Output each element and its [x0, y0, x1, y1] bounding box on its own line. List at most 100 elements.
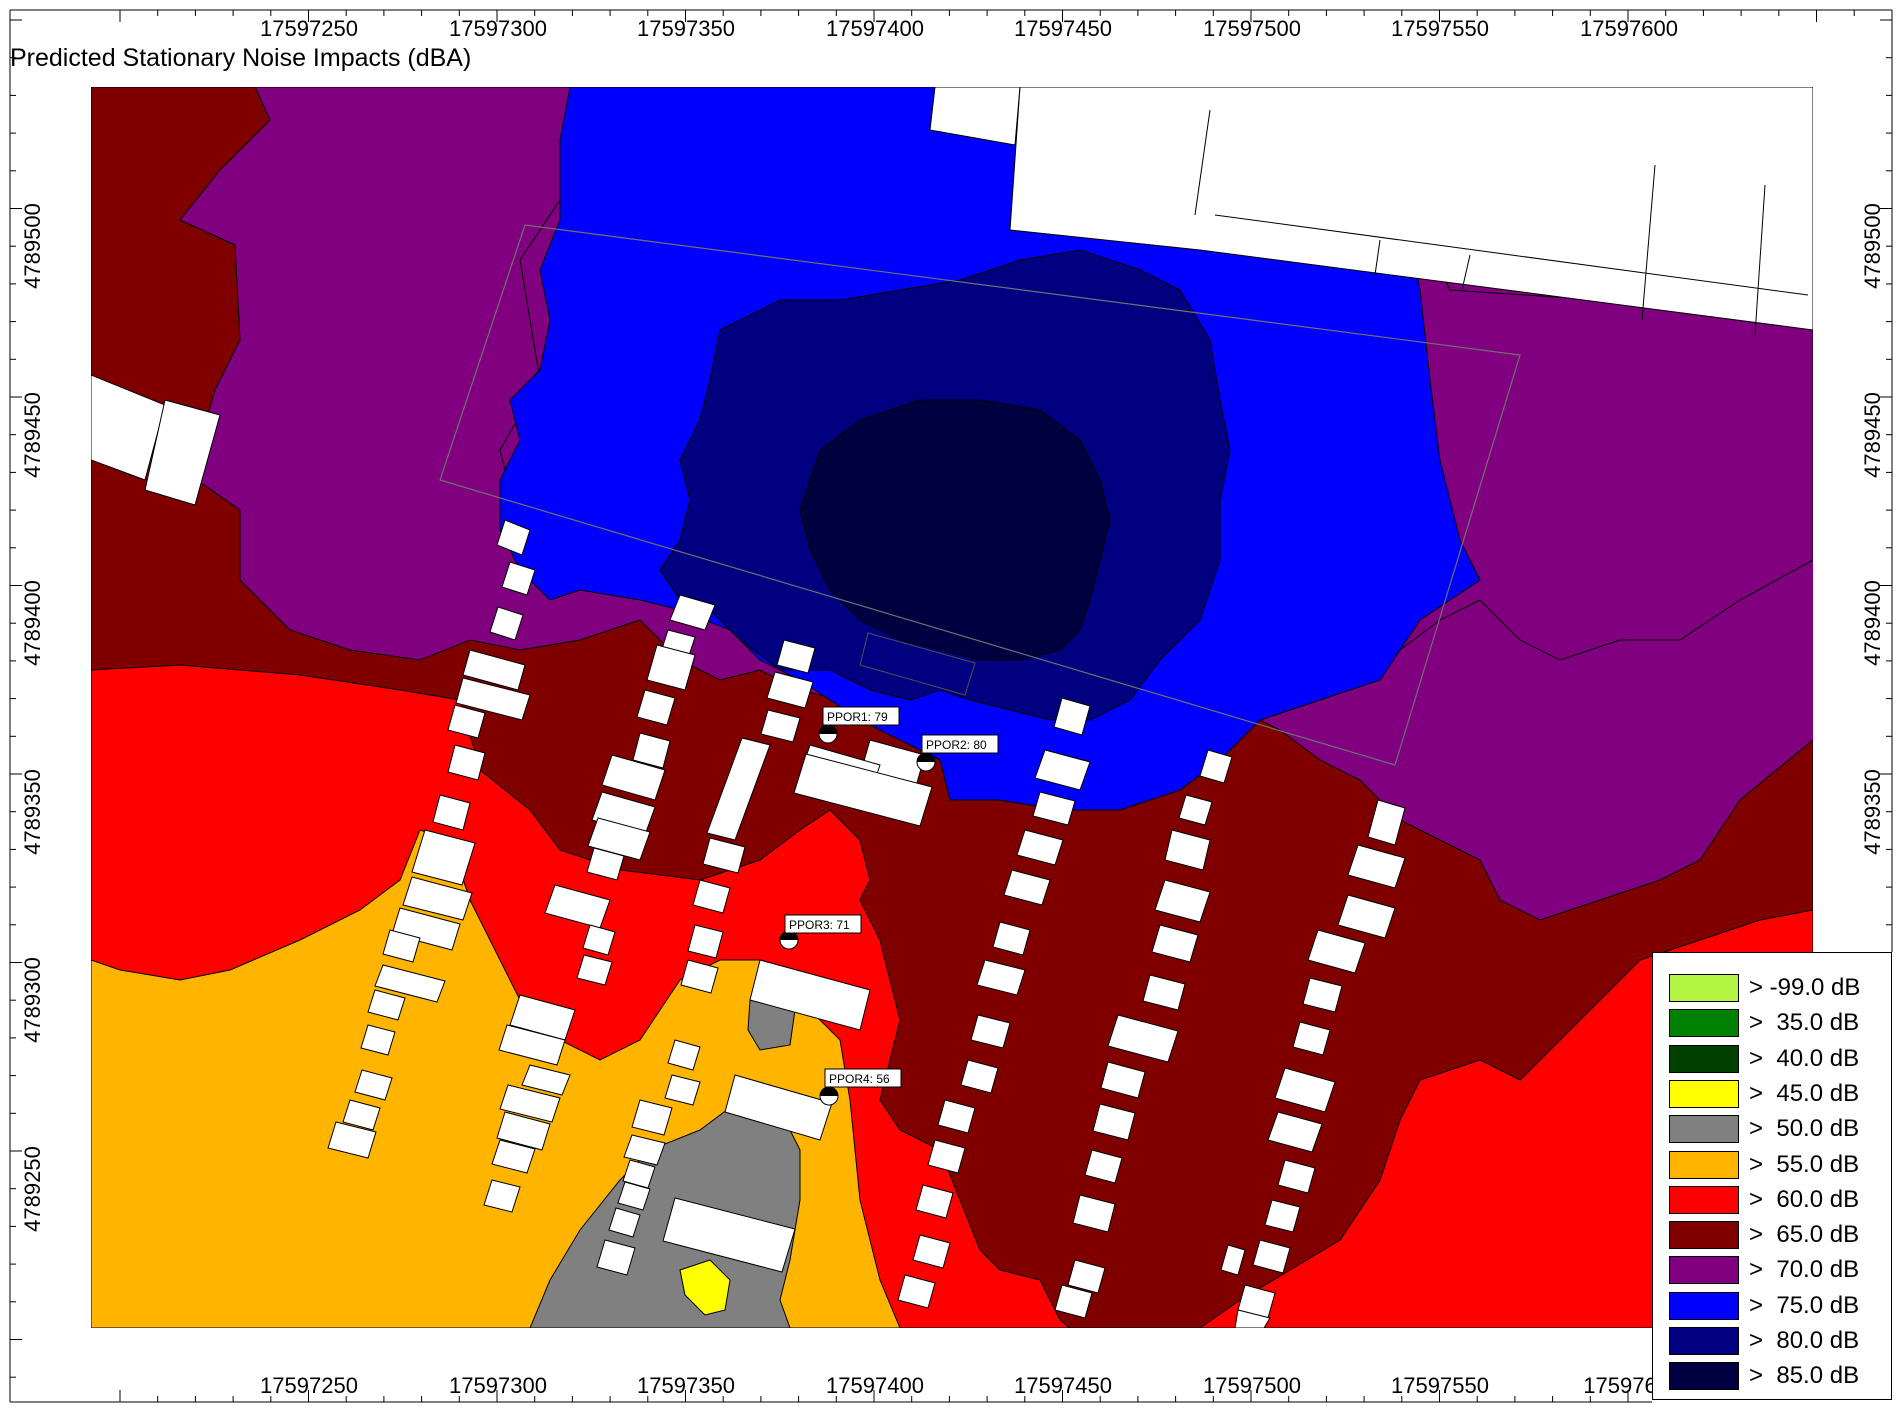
legend-item: > 80.0 dB	[1669, 1326, 1859, 1356]
legend-item: > 35.0 dB	[1669, 1008, 1859, 1038]
building	[636, 689, 676, 726]
legend-label: > 70.0 dB	[1749, 1256, 1860, 1284]
building	[1164, 829, 1211, 871]
building	[960, 1059, 999, 1094]
building	[687, 924, 724, 959]
building	[1032, 791, 1076, 826]
legend-label: > 55.0 dB	[1749, 1150, 1860, 1178]
legend-swatch	[1669, 1150, 1739, 1179]
legend-item: > 45.0 dB	[1669, 1079, 1859, 1109]
x-tick-label: 17597300	[449, 16, 547, 41]
building	[760, 709, 801, 743]
legend: > -99.0 dB > 35.0 dB > 40.0 dB > 45.0 dB > 5…	[1652, 952, 1892, 1400]
x-tick-label: 17597400	[826, 16, 924, 41]
x-tick-label: 17597350	[637, 16, 735, 41]
x-tick-label: 17597400	[826, 1373, 924, 1398]
legend-label: > 40.0 dB	[1749, 1044, 1860, 1072]
building	[706, 737, 771, 841]
building	[521, 1064, 571, 1096]
x-tick-label: 17597600	[1580, 16, 1678, 41]
building	[646, 644, 696, 691]
building-edge	[1194, 109, 1211, 216]
legend-label: > 50.0 dB	[1749, 1115, 1860, 1143]
legend-item: > 50.0 dB	[1669, 1114, 1859, 1144]
receiver-ppor3[interactable]: PPOR3: 71	[779, 914, 862, 950]
building	[1337, 894, 1396, 939]
building	[402, 876, 473, 921]
building	[462, 649, 526, 691]
building	[692, 879, 731, 914]
building	[391, 907, 461, 951]
building	[354, 1069, 393, 1101]
legend-swatch	[1669, 1362, 1739, 1391]
legend-item: > 85.0 dB	[1669, 1361, 1859, 1391]
building	[1084, 1149, 1123, 1184]
x-axis-top: 17597250 17597300 17597350 17597400 1759…	[260, 16, 1678, 41]
building	[1199, 749, 1233, 784]
building	[669, 594, 716, 631]
building	[411, 829, 476, 886]
building	[632, 732, 671, 769]
building	[1252, 1239, 1291, 1274]
building	[327, 1121, 377, 1159]
legend-swatch	[1669, 1291, 1739, 1320]
site-boundary	[439, 224, 1521, 766]
building	[576, 954, 613, 986]
building	[749, 959, 871, 1031]
contour-85db	[799, 399, 1111, 661]
building	[91, 374, 166, 481]
building	[501, 561, 536, 596]
building	[499, 1084, 561, 1123]
legend-swatch	[1669, 974, 1739, 1002]
building	[623, 1134, 666, 1166]
building	[1067, 1259, 1106, 1294]
building	[496, 1111, 551, 1151]
axis-ticks	[10, 10, 1892, 1402]
y-tick-label: 4789400	[1860, 580, 1885, 666]
map-title: Predicted Stationary Noise Impacts (dBA)	[10, 44, 472, 72]
building	[1367, 799, 1406, 846]
building	[1347, 844, 1406, 889]
building	[382, 929, 421, 963]
building	[601, 754, 666, 801]
y-tick-label: 4789300	[20, 957, 45, 1043]
building	[1054, 1284, 1093, 1319]
building	[367, 989, 406, 1021]
building	[915, 1184, 954, 1219]
building	[1151, 924, 1199, 963]
building	[1003, 869, 1051, 906]
building	[483, 1179, 521, 1213]
building	[496, 519, 531, 556]
building	[1220, 1244, 1246, 1276]
building-edge	[1641, 164, 1656, 321]
x-tick-label: 17597250	[260, 1373, 358, 1398]
building	[1016, 829, 1064, 866]
legend-swatch	[1669, 1079, 1739, 1108]
building	[1307, 929, 1366, 974]
building	[929, 87, 1021, 146]
x-tick-label: 175976	[1583, 1373, 1656, 1398]
building	[1234, 1309, 1271, 1328]
x-tick-label: 17597350	[637, 1373, 735, 1398]
legend-swatch	[1669, 1044, 1739, 1073]
building	[1277, 1159, 1316, 1194]
building	[680, 959, 719, 994]
map-frame	[9, 9, 1893, 1403]
receiver-ppor2[interactable]: PPOR2: 80	[916, 734, 999, 772]
legend-swatch	[1669, 1221, 1739, 1250]
building	[498, 1024, 566, 1066]
receiver-ppor1[interactable]: PPOR1: 79	[818, 706, 900, 744]
building	[617, 1181, 651, 1211]
building	[970, 1014, 1011, 1049]
legend-item: > 70.0 dB	[1669, 1255, 1859, 1285]
building	[992, 921, 1031, 956]
building-edge	[1754, 184, 1766, 336]
building	[447, 744, 486, 781]
building	[927, 1139, 966, 1174]
building	[491, 1139, 536, 1174]
building	[582, 924, 616, 956]
legend-swatch	[1669, 1009, 1739, 1038]
legend-item: > -99.0 dB	[1669, 973, 1860, 1003]
building	[1072, 1194, 1116, 1233]
receiver-ppor4[interactable]: PPOR4: 56	[819, 1068, 902, 1106]
